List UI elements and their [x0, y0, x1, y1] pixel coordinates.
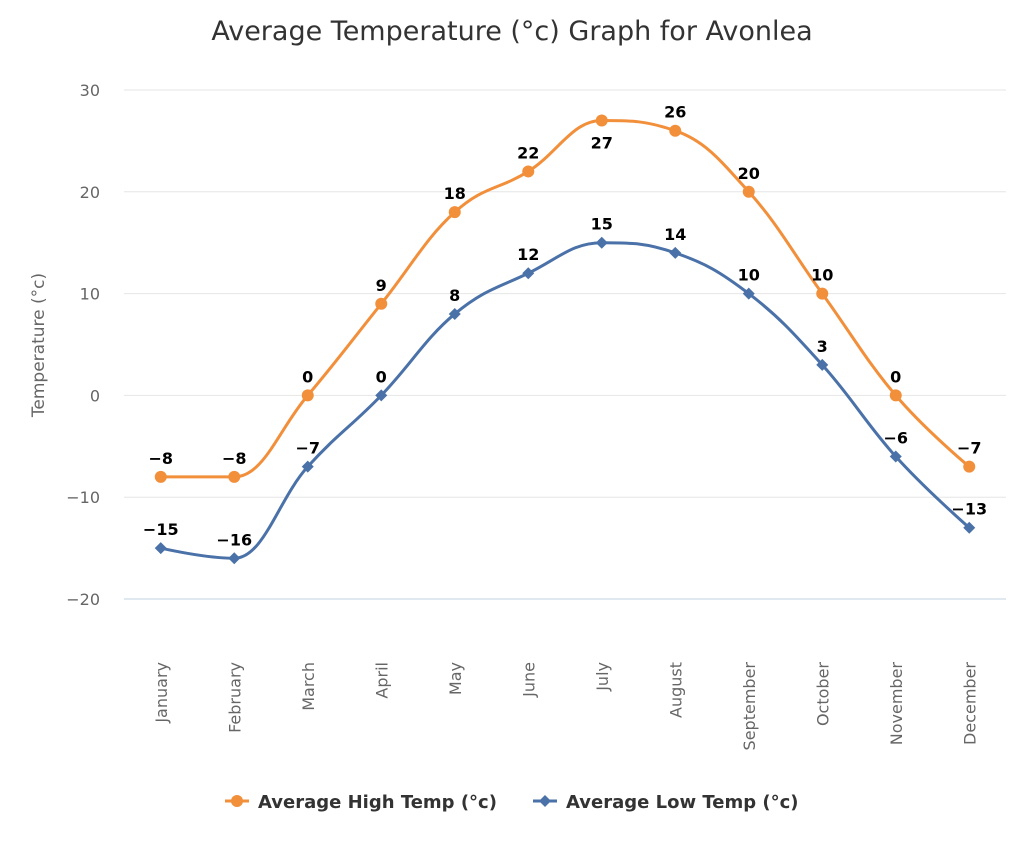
legend-marker-icon — [231, 795, 243, 807]
data-point[interactable] — [154, 470, 167, 483]
data-point[interactable] — [228, 470, 241, 483]
x-tick-label: August — [666, 662, 685, 718]
data-label: 14 — [664, 225, 686, 244]
data-point[interactable] — [154, 542, 167, 555]
data-label: 12 — [517, 245, 539, 264]
data-point[interactable] — [301, 389, 314, 402]
data-label: 0 — [302, 367, 313, 386]
data-label: −7 — [295, 439, 320, 458]
data-label: −16 — [216, 530, 252, 549]
data-label: 10 — [738, 266, 760, 285]
data-point[interactable] — [669, 124, 682, 137]
data-point[interactable] — [301, 460, 314, 473]
y-tick-label: −10 — [66, 488, 100, 507]
data-label: 27 — [591, 134, 613, 153]
x-tick-label: June — [519, 662, 538, 698]
series-line-low — [160, 241, 971, 560]
legend-label: Average High Temp (°c) — [258, 792, 497, 813]
series-line-high — [160, 119, 971, 479]
data-label: −8 — [222, 449, 247, 468]
data-label: 15 — [591, 215, 613, 234]
x-tick-label: April — [372, 662, 391, 699]
y-tick-label: 10 — [80, 285, 100, 304]
legend-label: Average Low Temp (°c) — [566, 792, 798, 813]
x-tick-label: February — [225, 662, 244, 733]
chart-title: Average Temperature (°c) Graph for Avonl… — [211, 16, 812, 47]
data-point[interactable] — [963, 521, 976, 534]
data-label: 0 — [890, 367, 901, 386]
y-tick-label: 20 — [80, 183, 100, 202]
data-point[interactable] — [522, 165, 535, 178]
data-label: 20 — [738, 164, 760, 183]
data-point[interactable] — [889, 389, 902, 402]
y-tick-label: 30 — [80, 81, 100, 100]
data-point[interactable] — [595, 114, 608, 127]
data-label: 3 — [817, 337, 828, 356]
data-label: −15 — [143, 520, 179, 539]
data-point[interactable] — [669, 246, 682, 259]
x-tick-label: July — [593, 662, 612, 692]
data-label: −8 — [148, 449, 173, 468]
x-tick-label: May — [446, 662, 465, 695]
data-label: −6 — [883, 428, 908, 447]
data-point[interactable] — [595, 236, 608, 249]
y-axis-title: Temperature (°c) — [29, 273, 49, 418]
x-tick-label: November — [887, 662, 906, 746]
data-label: 18 — [444, 184, 466, 203]
data-label: 22 — [517, 143, 539, 162]
data-point[interactable] — [742, 185, 755, 198]
data-point[interactable] — [448, 307, 461, 320]
data-point[interactable] — [375, 297, 388, 310]
data-label: 8 — [449, 286, 460, 305]
y-tick-label: 0 — [90, 386, 100, 405]
x-tick-label: December — [960, 662, 979, 745]
data-label: 9 — [376, 276, 387, 295]
x-tick-label: January — [152, 662, 171, 724]
data-point[interactable] — [816, 358, 829, 371]
data-point[interactable] — [963, 460, 976, 473]
data-point[interactable] — [742, 287, 755, 300]
data-point[interactable] — [522, 267, 535, 280]
x-tick-label: September — [740, 662, 759, 751]
data-label: 26 — [664, 103, 686, 122]
legend-item-low[interactable]: Average Low Temp (°c) — [533, 792, 798, 813]
y-tick-label: −20 — [66, 590, 100, 609]
legend-item-high[interactable]: Average High Temp (°c) — [225, 792, 497, 813]
data-label: −7 — [957, 439, 982, 458]
data-point[interactable] — [228, 552, 241, 565]
data-point[interactable] — [448, 206, 461, 219]
data-point[interactable] — [375, 389, 388, 402]
legend-marker-icon — [539, 795, 551, 807]
data-label: −13 — [951, 500, 987, 519]
x-tick-label: March — [299, 662, 318, 711]
data-point[interactable] — [816, 287, 829, 300]
data-label: 0 — [376, 367, 387, 386]
data-label: 10 — [811, 266, 833, 285]
data-point[interactable] — [889, 450, 902, 463]
x-tick-label: October — [813, 662, 832, 726]
